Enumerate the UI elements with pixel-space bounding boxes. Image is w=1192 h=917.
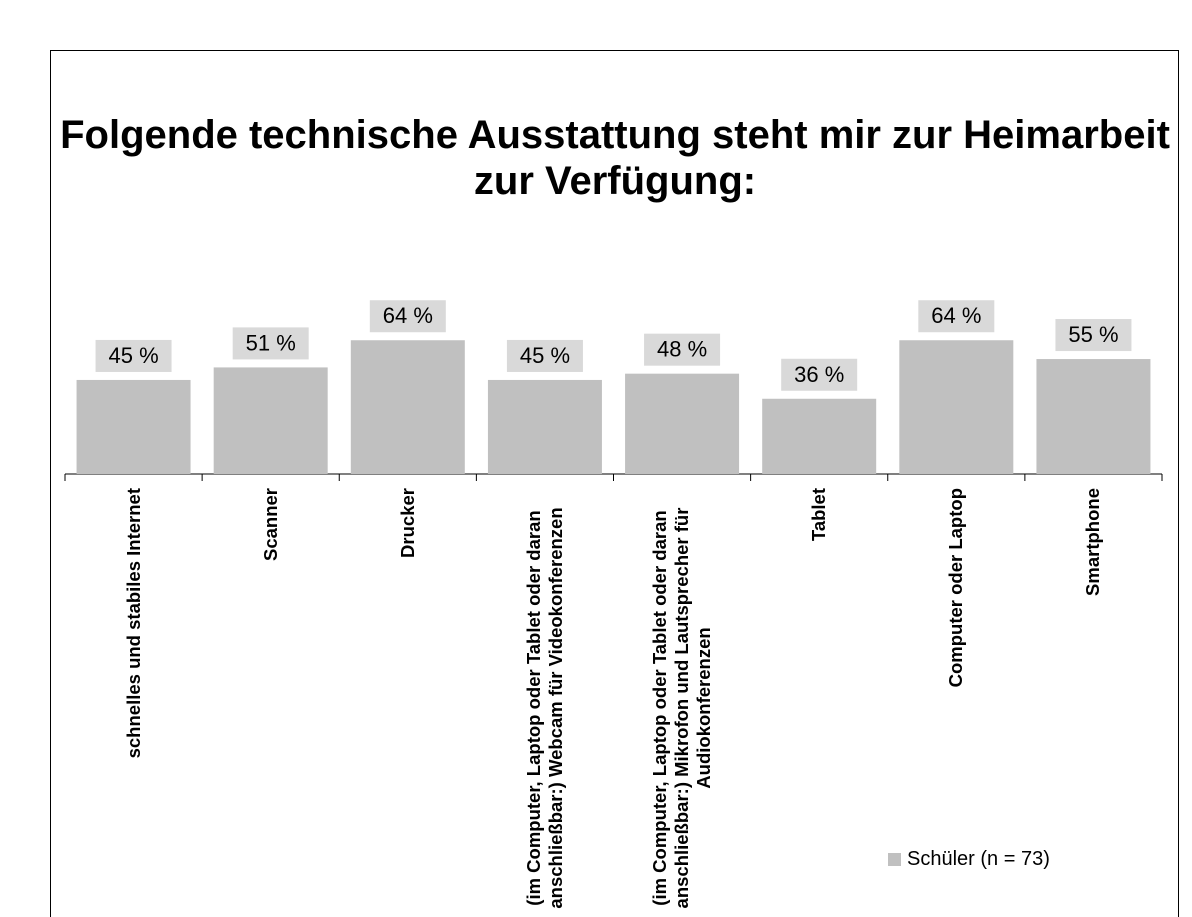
x-tick-label: Scanner [259,488,281,562]
x-tick-label-box: (im Computer, Laptop oder Tablet oder da… [490,488,600,917]
bar [1036,359,1151,474]
bar [899,340,1014,474]
x-tick-label-box: Smartphone [1038,488,1148,917]
x-tick-label: (im Computer, Laptop oder Tablet oder da… [522,507,566,909]
value-label-box [781,358,858,391]
bar [625,373,740,474]
value-label: 45 % [520,343,570,368]
value-label-box [369,300,446,333]
value-label-box [95,339,172,372]
value-label: 48 % [657,337,707,362]
x-tick-label-box: Tablet [764,488,874,917]
x-tick-label-box: Scanner [216,488,326,917]
x-tick-label: Tablet [808,488,830,542]
bar [487,379,602,474]
x-tick-label: (im Computer, Laptop oder Tablet oder da… [649,507,715,909]
chart-frame [50,50,1179,917]
value-label: 45 % [108,343,158,368]
value-label-box [506,339,583,372]
value-label-box [1055,319,1132,352]
value-label: 55 % [1068,322,1118,347]
x-tick-label-box: Computer oder Laptop [901,488,1011,917]
x-tick-label: Drucker [396,488,418,558]
x-tick-label-box: Drucker [353,488,463,917]
legend: Schüler (n = 73) [888,848,1050,871]
bar [76,379,191,474]
value-label-box [918,300,995,333]
x-tick-label-box: schnelles und stabiles Internet [79,488,189,917]
legend-label: Schüler (n = 73) [907,848,1050,870]
value-label: 64 % [383,303,433,328]
value-label-box [232,327,309,360]
bar [213,367,328,474]
value-label: 51 % [246,330,296,355]
x-tick-label-box: (im Computer, Laptop oder Tablet oder da… [627,488,737,917]
value-label-box [644,333,721,366]
x-tick-label: schnelles und stabiles Internet [122,488,144,759]
value-label: 36 % [794,362,844,387]
bar [350,340,465,474]
x-tick-label: Computer oder Laptop [945,488,967,688]
bar [762,398,877,474]
x-tick-label: Smartphone [1082,488,1104,596]
legend-swatch [888,853,901,866]
value-label: 64 % [931,303,981,328]
chart-title: Folgende technische Ausstattung steht mi… [60,113,1170,203]
